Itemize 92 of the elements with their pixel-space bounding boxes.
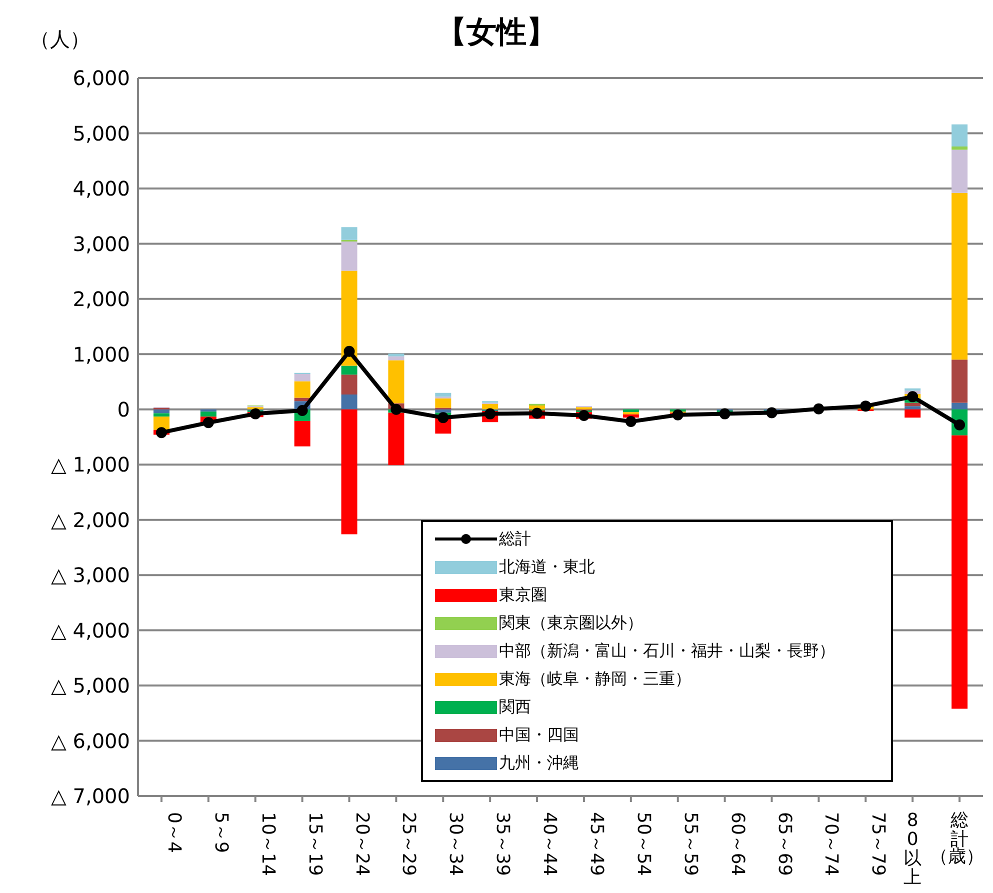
bar [341,241,358,271]
chart-title: 【女性】 [436,15,556,50]
bar [904,406,921,410]
x-tick-label: 45～49 [586,812,607,876]
bar [294,374,310,382]
x-tick-label: 25～29 [398,812,420,876]
x-tick-label: 75～79 [868,812,889,876]
bar [388,354,404,356]
x-tick-label: 60～64 [726,812,748,876]
y-tick-label: 6,000 [72,66,130,90]
x-axis-title: （歳） [930,846,984,868]
x-tick-label: 5～9 [210,812,232,853]
bar [388,412,404,466]
bar [435,398,452,408]
legend-label: 関東（東京圏以外） [499,612,643,634]
bar [952,146,968,150]
bar [952,124,968,146]
legend-label: 関西 [499,696,531,718]
bar [904,409,921,418]
point [907,391,918,402]
x-tick-label: 65～69 [774,812,795,876]
point [344,346,355,357]
y-tick-label: △ 5,000 [51,674,130,698]
bar [622,409,639,412]
y-tick-label: 5,000 [72,121,130,146]
legend-label: 中国・四国 [499,724,579,746]
x-tick-label: 0～4 [163,812,184,853]
point [390,404,402,415]
bar [435,392,452,397]
x-tick-label: 55～59 [680,812,701,876]
point [438,412,449,424]
bar [952,192,968,360]
y-tick-label: 1,000 [72,342,130,366]
bar [341,227,358,240]
x-tick-label: 10～14 [257,812,278,876]
bar [200,409,216,412]
bar [153,409,170,414]
bar [952,360,968,403]
x-tick-label: 80以上 [904,810,922,888]
legend-label: 東海（岐阜・静岡・三重） [499,668,691,690]
legend-label: 総計 [499,528,531,550]
y-tick-label: △ 1,000 [51,452,130,477]
bar [388,356,404,360]
point [813,403,824,414]
bar [341,409,358,534]
x-tick-label: 35～39 [492,812,514,876]
legend-label: 北海道・東北 [499,556,595,578]
bar [341,366,358,375]
x-tick-label: 30～34 [445,812,466,876]
bar [294,420,310,446]
bar [294,381,310,398]
x-tick-label: 50～54 [632,812,654,876]
bar [482,404,498,410]
y-tick-label: △ 3,000 [51,563,130,588]
bar [388,360,404,404]
point [156,427,167,438]
y-tick-label: △ 4,000 [51,618,130,642]
point [578,410,590,421]
bar [200,412,216,417]
y-tick-label: △ 2,000 [51,508,130,532]
point [250,408,261,420]
point [532,408,543,419]
x-tick-label: 40～44 [539,812,560,876]
x-tick-label: 70～74 [820,812,842,876]
x-tick-label: 20～24 [351,812,372,876]
point [672,409,684,420]
bar [341,374,358,394]
bar [904,402,921,406]
point [484,408,496,420]
point [202,417,214,428]
bar [952,402,968,410]
y-tick-label: 0 [117,397,130,422]
point [860,400,872,412]
legend-label: 九州・沖縄 [499,752,579,774]
bar [952,435,968,709]
x-tick-label: 15～19 [304,812,326,876]
y-tick-label: △ 7,000 [51,784,130,808]
y-tick-label: 2,000 [72,287,130,312]
y-axis-title: （人） [30,26,90,53]
point [719,408,730,420]
bar [153,413,170,417]
y-tick-label: 3,000 [72,232,130,256]
bar [341,394,358,410]
bar [904,388,921,391]
bar [952,150,968,193]
bar [341,270,358,366]
point [625,416,636,428]
point [766,407,778,418]
y-tick-label: △ 6,000 [51,728,130,753]
y-tick-label: 4,000 [72,176,130,201]
legend-label: 東京圏 [499,584,547,606]
legend-label: 中部（新潟・富山・石川・福井・山梨・長野） [499,640,835,662]
